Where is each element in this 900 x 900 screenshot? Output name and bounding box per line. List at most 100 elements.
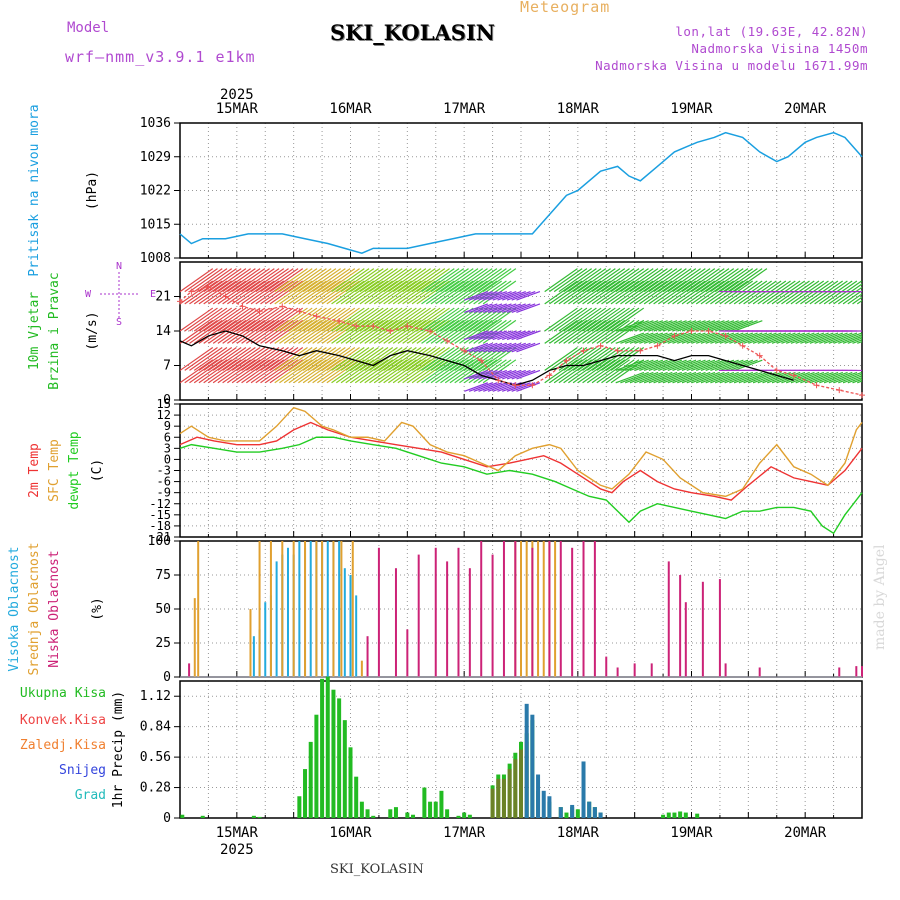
x-day-label-top: 18MAR (557, 101, 600, 117)
wind-arrow (350, 268, 384, 293)
wind-arrow (544, 268, 578, 293)
wind-arrow (615, 268, 649, 293)
wind-arrow (236, 346, 270, 371)
wind-arrow (212, 280, 247, 305)
wind-arrow (852, 339, 862, 344)
wind-arrow (411, 346, 446, 371)
wind-arrow (435, 280, 469, 305)
wind-arrow (624, 371, 654, 384)
y-tick-label: -9 (157, 486, 171, 500)
wind-arrow (639, 371, 668, 384)
wind-arrow (639, 280, 673, 305)
wind-arrow (487, 291, 512, 301)
wind-arrow (406, 359, 441, 384)
wind-arrow (506, 291, 531, 301)
wind-arrow (440, 307, 474, 332)
wind-arrow (250, 280, 285, 305)
wind-arrow (184, 346, 218, 371)
precip-bar (303, 769, 308, 818)
cloud-bar (377, 547, 380, 677)
wind-arrow (198, 280, 233, 305)
wind-arrow (269, 346, 304, 371)
wind-arrow (298, 346, 332, 371)
wind-arrow (203, 359, 237, 384)
wind-arrow (719, 280, 754, 305)
wind-arrow (255, 280, 289, 305)
wind-arrow (236, 268, 270, 293)
wind-arrow (667, 371, 697, 384)
wind-arrow (260, 307, 294, 332)
wind-arrow (601, 346, 635, 371)
wind-arrow (241, 280, 275, 305)
wind-arrow (568, 280, 602, 305)
lonlat-label: lon,lat (19.63E, 42.82N) (675, 24, 868, 39)
wind-arrow (714, 320, 744, 332)
wind-arrow (648, 371, 678, 384)
wind-arrow (478, 330, 503, 341)
compass-s: S (116, 317, 122, 328)
cloud-bar (758, 667, 761, 677)
cloud-bar (724, 663, 727, 677)
wind-arrow (710, 359, 739, 371)
wind-arrow (629, 320, 659, 332)
wind-arrow (492, 342, 517, 353)
wind-arrows (180, 268, 862, 392)
wind-arrow (705, 332, 735, 344)
temperature-ylabel: 2m Temp (27, 443, 42, 498)
cloud-bar (531, 547, 534, 677)
wind-arrow (738, 332, 768, 344)
wind-arrow (620, 332, 649, 344)
wind-arrow (700, 280, 735, 305)
wind-arrow (260, 346, 294, 371)
cloud-bar (249, 609, 252, 677)
wind-arrow (317, 268, 351, 293)
wind-arrow (473, 303, 498, 314)
wind-arrow (615, 371, 645, 384)
wind-arrow (473, 291, 498, 301)
wind-arrow (629, 280, 664, 305)
precip-bar (297, 796, 302, 818)
y-tick-label: 21 (155, 290, 171, 305)
wind-arrow (217, 346, 251, 371)
wind-arrow (440, 346, 474, 371)
wind-arrow (729, 320, 758, 332)
wind-arrow (425, 280, 460, 305)
wind-arrow (184, 359, 218, 384)
temperature-ylabel: (C) (90, 459, 105, 482)
wind-arrow (326, 268, 360, 293)
wind-arrow (771, 332, 801, 344)
y-tick-label: 25 (155, 636, 171, 651)
wind-arrow (406, 346, 441, 371)
wind-gust-marker (336, 318, 343, 325)
wind-arrow (653, 371, 683, 384)
wind-arrow (245, 280, 280, 305)
wind-arrow (222, 346, 256, 371)
wind-arrow (274, 268, 308, 293)
cloud-bar (520, 541, 522, 677)
precip-bar (672, 812, 677, 818)
wind-arrow (331, 359, 365, 384)
wind-arrow (752, 280, 787, 305)
cloud-bar (537, 541, 540, 677)
wind-gust-marker (177, 298, 183, 305)
wind-arrow (634, 332, 664, 344)
precip-bar (439, 790, 444, 818)
precip-bar (445, 809, 450, 818)
wind-arrow (823, 332, 853, 344)
wind-arrow (724, 320, 754, 332)
precip-bar (462, 812, 467, 818)
wind-arrow (586, 268, 621, 293)
wind-arrow (359, 268, 394, 293)
y-tick-label: -12 (149, 497, 171, 511)
precip-bar (456, 815, 461, 818)
wind-arrow (459, 307, 493, 332)
wind-arrow (364, 346, 398, 371)
wind-arrow (601, 307, 635, 332)
wind-arrow (596, 280, 630, 305)
wind-arrow (568, 346, 602, 371)
wind-arrow (388, 307, 422, 332)
wind-arrow (852, 296, 862, 305)
precip-snow-bar (536, 774, 541, 818)
wind-arrow (340, 346, 375, 371)
wind-arrow (696, 371, 725, 384)
